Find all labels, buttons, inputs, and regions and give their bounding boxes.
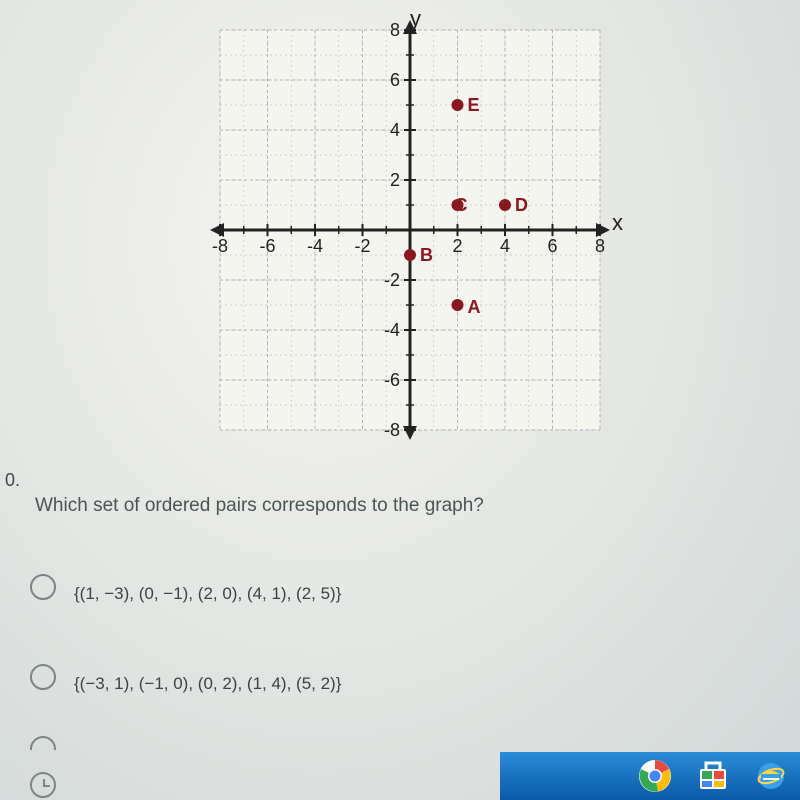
option-2-text: {(−3, 1), (−1, 0), (0, 2), (1, 4), (5, 2… [74,660,341,694]
svg-text:4: 4 [390,120,400,140]
svg-text:D: D [515,195,528,215]
x-axis-label: x [612,210,623,236]
svg-text:-4: -4 [384,320,400,340]
svg-text:C: C [455,195,468,215]
svg-text:-2: -2 [384,270,400,290]
svg-text:-6: -6 [384,370,400,390]
option-1[interactable]: {(1, −3), (0, −1), (2, 0), (4, 1), (2, 5… [30,570,341,604]
ie-icon[interactable] [752,757,790,795]
page-surface: -8 -6 -4 -2 2 4 6 8 -8 -6 -4 -2 2 4 6 8 A B C D E y x 0. Whi… [0,0,800,800]
option-1-text: {(1, −3), (0, −1), (2, 0), (4, 1), (2, 5… [74,570,341,604]
coordinate-graph: -8-6-4-22468-8-6-4-22468ABCDE y x [200,10,630,450]
svg-text:A: A [468,297,481,317]
radio-icon[interactable] [30,664,56,690]
question-text: Which set of ordered pairs corresponds t… [35,495,484,517]
svg-text:-6: -6 [259,236,275,256]
taskbar[interactable] [500,752,800,800]
clock-icon [30,772,56,798]
store-icon[interactable] [694,757,732,795]
svg-text:-8: -8 [384,420,400,440]
svg-text:4: 4 [500,236,510,256]
radio-icon[interactable] [30,574,56,600]
svg-text:-4: -4 [307,236,323,256]
question-number: 0. [5,470,20,491]
svg-text:8: 8 [595,236,605,256]
svg-text:2: 2 [390,170,400,190]
svg-text:B: B [420,245,433,265]
graph-svg: -8 -6 -4 -2 2 4 6 8 -8 -6 -4 -2 2 4 6 8 A B C D E [200,10,630,450]
svg-text:E: E [468,95,480,115]
svg-text:-2: -2 [354,236,370,256]
svg-text:6: 6 [390,70,400,90]
chrome-icon[interactable] [636,757,674,795]
svg-text:6: 6 [547,236,557,256]
svg-text:-8: -8 [212,236,228,256]
svg-text:2: 2 [452,236,462,256]
y-axis-label: y [410,6,421,32]
option-partial-radio[interactable] [30,736,56,750]
svg-text:8: 8 [390,20,400,40]
option-2[interactable]: {(−3, 1), (−1, 0), (0, 2), (1, 4), (5, 2… [30,660,341,694]
